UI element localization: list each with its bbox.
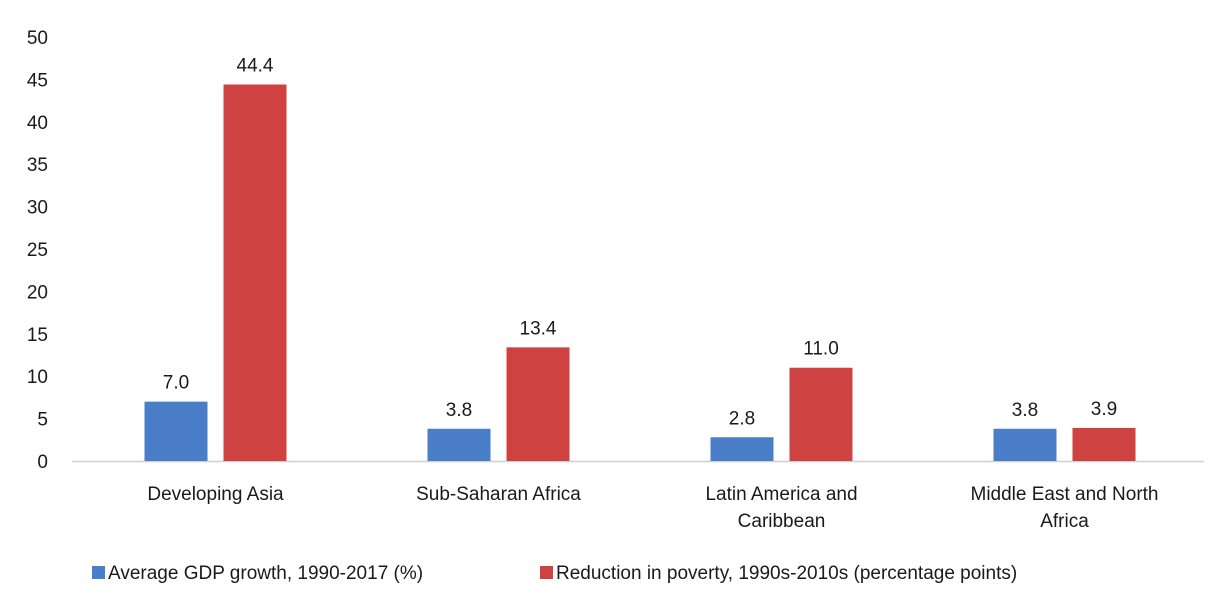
bar-poverty-reduction bbox=[1072, 427, 1136, 461]
y-tick-label: 10 bbox=[27, 367, 48, 388]
category-label: Caribbean bbox=[738, 511, 826, 532]
data-label: 44.4 bbox=[237, 55, 274, 76]
y-tick-label: 15 bbox=[27, 325, 48, 346]
legend: Average GDP growth, 1990-2017 (%) Reducti… bbox=[92, 563, 1017, 584]
category-label: Latin America and bbox=[705, 484, 857, 505]
data-labels: 7.0 44.4 3.8 13.4 2.8 11.0 3.8 3.9 bbox=[163, 55, 1117, 429]
bar-poverty-reduction bbox=[506, 347, 570, 461]
data-label: 11.0 bbox=[803, 339, 839, 360]
data-label: 13.4 bbox=[520, 318, 557, 339]
legend-item-label: Reduction in poverty, 1990s-2010s (perce… bbox=[556, 563, 1017, 584]
y-tick-label: 0 bbox=[37, 452, 48, 473]
y-tick-label: 25 bbox=[27, 240, 48, 261]
category-label: Developing Asia bbox=[147, 484, 284, 505]
data-label: 3.8 bbox=[446, 400, 472, 421]
category-label: Middle East and North bbox=[971, 484, 1159, 505]
bar-poverty-reduction bbox=[223, 84, 287, 461]
data-label: 3.9 bbox=[1091, 399, 1117, 420]
category-label: Sub-Saharan Africa bbox=[416, 484, 581, 505]
bar-gdp-growth bbox=[710, 437, 774, 461]
legend-item-label: Average GDP growth, 1990-2017 (%) bbox=[108, 563, 423, 584]
data-label: 3.8 bbox=[1012, 400, 1038, 421]
data-label: 7.0 bbox=[163, 373, 189, 394]
legend-swatch bbox=[92, 566, 105, 579]
category-label: Africa bbox=[1040, 511, 1089, 532]
bar-gdp-growth bbox=[993, 428, 1057, 461]
y-tick-label: 5 bbox=[37, 410, 48, 431]
y-tick-label: 45 bbox=[27, 70, 48, 91]
y-tick-label: 50 bbox=[27, 28, 48, 49]
y-axis: 0 5 10 15 20 25 30 35 40 45 50 bbox=[27, 28, 1204, 473]
data-label: 2.8 bbox=[729, 408, 755, 429]
x-axis-categories: Developing Asia Sub-Saharan Africa Latin A… bbox=[147, 484, 1158, 532]
y-tick-label: 30 bbox=[27, 198, 48, 219]
y-tick-label: 40 bbox=[27, 113, 48, 134]
y-tick-label: 35 bbox=[27, 155, 48, 176]
bar-gdp-growth bbox=[144, 401, 208, 461]
bar-poverty-reduction bbox=[789, 367, 853, 461]
legend-swatch bbox=[540, 566, 553, 579]
bar-gdp-growth bbox=[427, 428, 491, 461]
y-tick-label: 20 bbox=[27, 282, 48, 303]
bars bbox=[144, 84, 1136, 461]
